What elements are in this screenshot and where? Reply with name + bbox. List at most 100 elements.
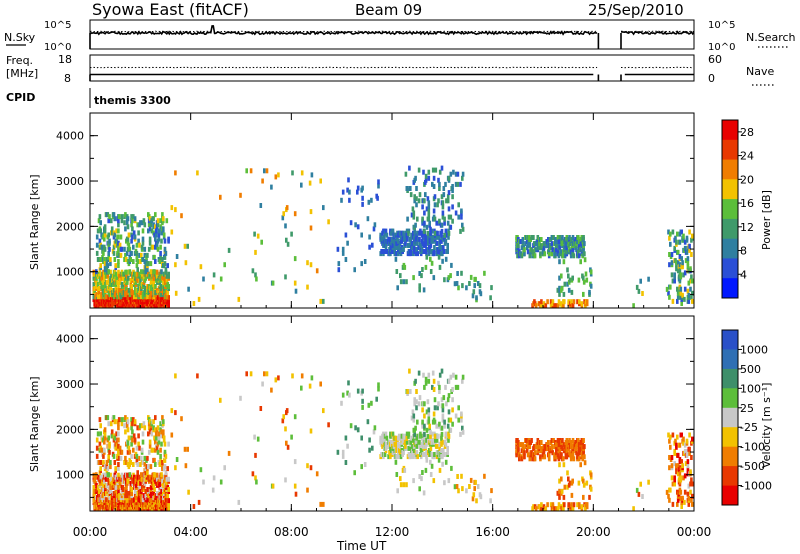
velocity-cell [121,484,125,490]
power-cell [166,290,170,296]
power-cell [162,232,166,238]
velocity-cell [558,462,561,468]
power-cell [132,244,135,250]
power-cell [255,276,258,282]
velocity-cell [441,417,445,423]
power-cell [133,271,137,277]
velocity-cell [160,441,163,447]
velocity-cell [135,445,139,451]
station-title: Syowa East (fitACF) [92,0,249,19]
colorbar-swatch [722,349,738,370]
power-cell [680,229,683,235]
velocity-cell [440,431,444,437]
velocity-cell [157,439,161,445]
velocity-cell [375,396,378,402]
velocity-cell [567,502,570,508]
power-cell [327,219,330,225]
velocity-cell [135,457,139,463]
power-cell [685,235,689,241]
power-cell [141,240,145,246]
power-cell [249,168,253,174]
velocity-cell [156,449,160,455]
velocity-cell [341,449,345,455]
velocity-cell [143,462,147,467]
velocity-cell [336,449,340,455]
power-cell [676,294,680,300]
velocity-cell [140,472,143,478]
power-cell [356,224,360,230]
velocity-cell [308,383,312,389]
power-cell [457,214,460,220]
colorbar-tick-label: 28 [740,126,754,139]
velocity-cell [589,472,593,478]
power-cell [421,267,424,272]
velocity-cell [476,484,480,489]
power-cell [174,170,177,176]
velocity-cell [683,473,687,479]
velocity-cell [552,438,555,443]
power-cell [526,249,530,255]
power-cell [152,279,155,285]
velocity-cell [440,441,443,447]
power-cell [523,251,526,257]
velocity-cell [117,489,120,494]
velocity-cell [148,497,152,503]
y-tick-label: 2000 [56,423,84,436]
velocity-cell [154,435,158,441]
power-cell [434,167,438,173]
velocity-cell [437,457,441,463]
power-cell [557,299,561,305]
power-cell [115,228,118,234]
power-cell [414,175,417,181]
power-cell [489,295,492,301]
power-cell [130,250,133,256]
power-cell [465,285,468,291]
velocity-cell [138,484,141,490]
velocity-cell [429,459,432,465]
velocity-cell [465,488,468,494]
power-cell [103,224,107,230]
velocity-cell [441,407,445,413]
velocity-cell [425,437,428,443]
power-cell [163,246,167,252]
velocity-cell [691,501,694,507]
power-cell [103,246,107,252]
velocity-cell [129,460,132,465]
power-cell [405,228,409,234]
velocity-cell [474,479,477,485]
velocity-cell [167,506,170,512]
cpid-label: CPID [6,91,35,104]
velocity-cell [124,429,127,435]
power-cell [141,257,145,262]
colorbar-tick-label: 24 [740,150,754,163]
power-cell [118,242,122,248]
power-cell [437,234,441,240]
velocity-cell [170,408,174,414]
power-cell [148,236,152,242]
velocity-cell [167,498,170,504]
velocity-cell [104,472,107,478]
power-cell [415,186,418,191]
velocity-cell [96,431,100,437]
velocity-cell [211,487,215,493]
velocity-cell [131,437,134,443]
power-cell [454,181,458,187]
velocity-cell [691,493,694,499]
y-tick-label: 4000 [56,333,84,346]
power-cell [95,234,99,240]
velocity-cell [435,423,438,429]
power-cell [425,206,429,212]
velocity-cell [117,417,121,423]
power-cell [153,269,156,275]
power-cell [583,251,586,257]
power-cell [435,240,439,246]
velocity-cell [560,476,563,482]
power-cell [370,197,373,203]
velocity-cell [415,450,419,455]
power-cell [438,181,441,187]
velocity-cell [438,384,441,390]
power-cell [445,198,448,204]
power-cell [405,236,409,242]
velocity-cell [577,438,580,443]
